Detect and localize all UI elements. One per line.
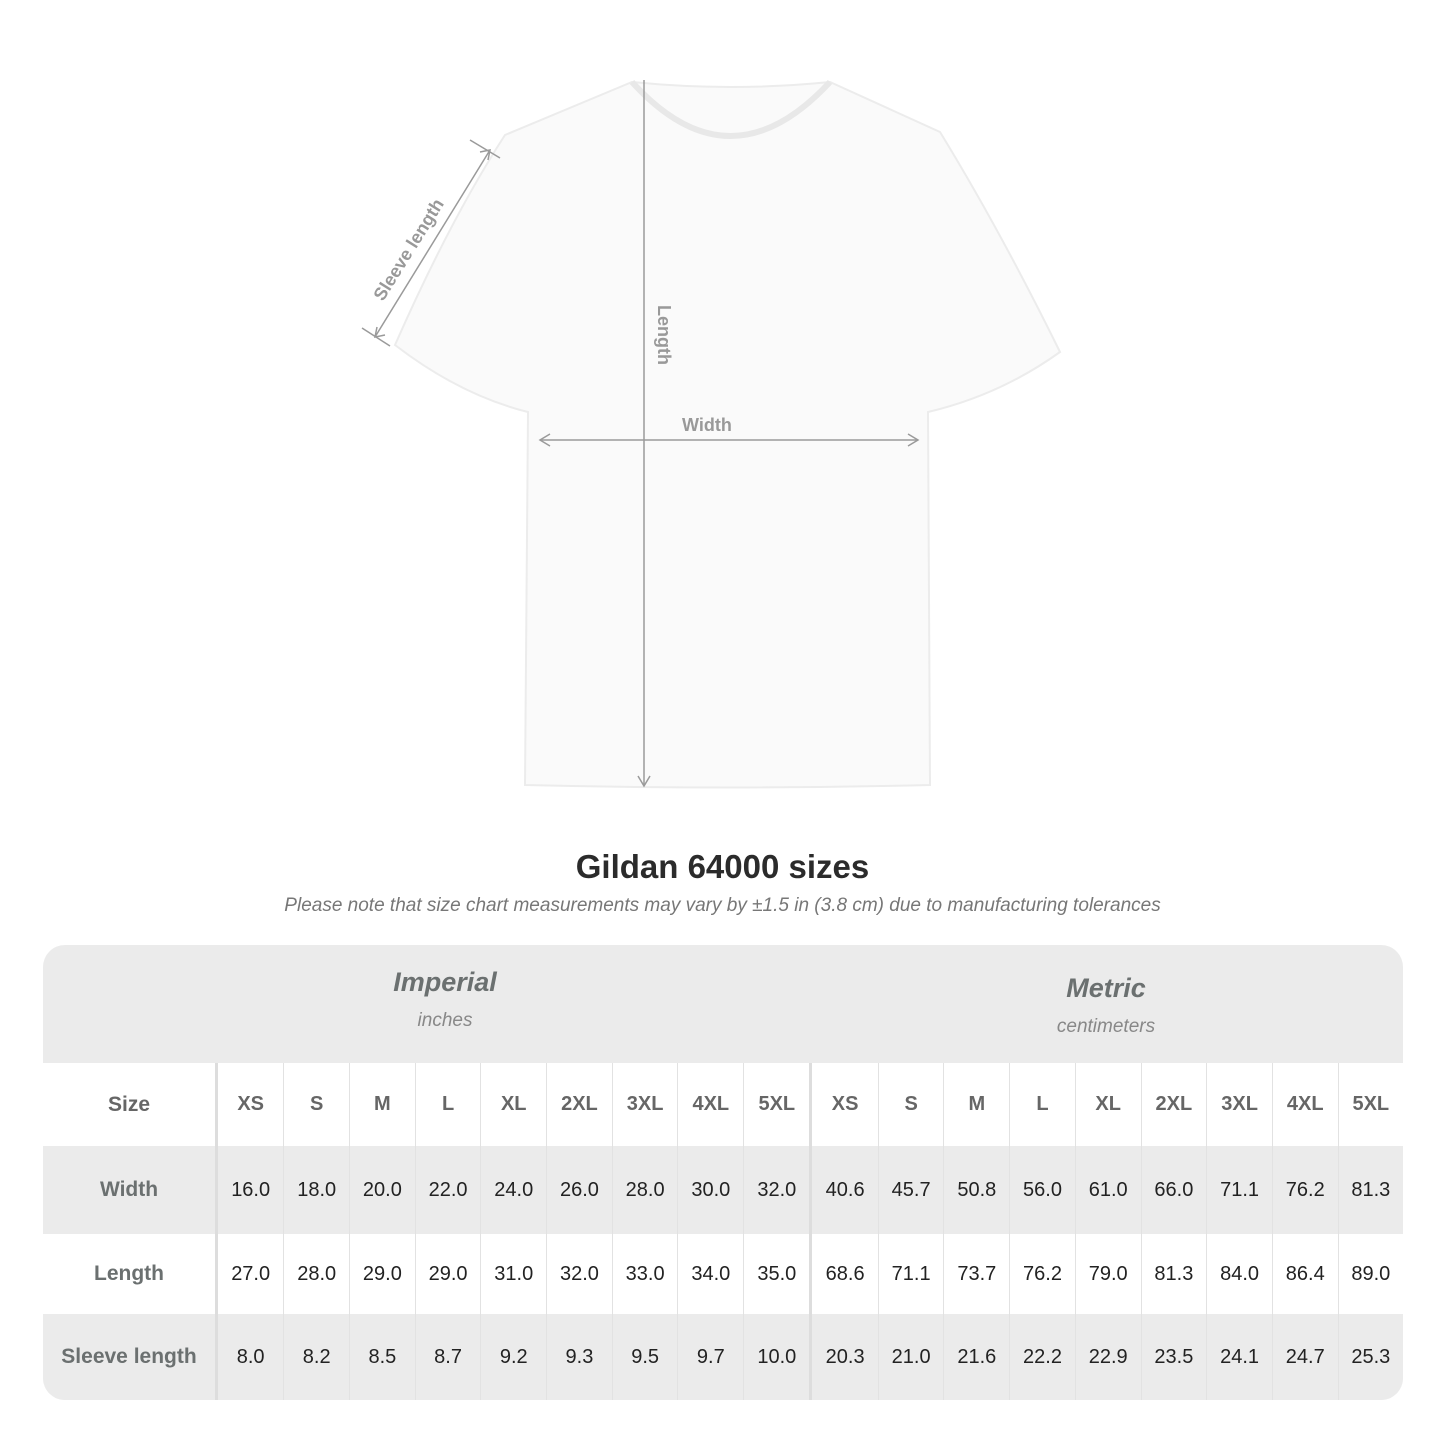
imperial-value: 8.7 (414, 1314, 481, 1400)
row-label: Length (43, 1234, 218, 1314)
metric-value: 81.3 (1337, 1146, 1403, 1234)
imperial-value: 9.2 (480, 1314, 547, 1400)
metric-size-xs: XS (809, 1063, 879, 1146)
imperial-value: 9.7 (677, 1314, 744, 1400)
metric-value: 66.0 (1140, 1146, 1207, 1234)
imperial-value: 34.0 (677, 1234, 744, 1314)
metric-value: 79.0 (1074, 1234, 1142, 1314)
size-table: Imperial inches Metric centimeters Size X… (43, 945, 1403, 1400)
table-row: Length 27.0 28.0 29.0 29.0 31.0 32.0 33.0 34.0 35… (43, 1234, 1403, 1314)
metric-value: 21.0 (877, 1314, 944, 1400)
imperial-value: 33.0 (611, 1234, 678, 1314)
metric-value: 71.1 (1206, 1146, 1273, 1234)
imperial-size-2xl: 2XL (546, 1063, 613, 1146)
imperial-size-m: M (349, 1063, 416, 1146)
imperial-unit: inches (417, 1010, 473, 1031)
tshirt-diagram: Sleeve length Length Width (361, 79, 1062, 789)
metric-value: 50.8 (943, 1146, 1010, 1234)
imperial-size-xl: XL (480, 1063, 547, 1146)
imperial-value: 28.0 (283, 1234, 350, 1314)
metric-size-3xl: 3XL (1206, 1063, 1273, 1146)
width-label: Width (682, 415, 732, 435)
table-row: Width 16.0 18.0 20.0 22.0 24.0 26.0 28.0 30.0 32.… (43, 1146, 1403, 1234)
metric-value: 24.1 (1206, 1314, 1273, 1400)
metric-value: 22.9 (1074, 1314, 1142, 1400)
metric-value: 61.0 (1074, 1146, 1142, 1234)
imperial-value: 16.0 (215, 1146, 284, 1234)
size-label: Size (43, 1063, 218, 1146)
metric-value: 89.0 (1337, 1234, 1403, 1314)
metric-value: 45.7 (877, 1146, 944, 1234)
imperial-size-5xl: 5XL (743, 1063, 811, 1146)
imperial-value: 8.5 (349, 1314, 416, 1400)
imperial-header: Imperial inches (215, 967, 675, 1032)
size-header-row: Size XS S M L XL 2XL 3XL 4XL 5XL XS S M L XL 2XL 3XL 4XL 5… (43, 1063, 1403, 1146)
imperial-title: Imperial (393, 967, 497, 997)
metric-title: Metric (1066, 973, 1146, 1003)
metric-value: 24.7 (1271, 1314, 1339, 1400)
imperial-value: 10.0 (743, 1314, 811, 1400)
imperial-value: 9.3 (546, 1314, 613, 1400)
imperial-size-4xl: 4XL (677, 1063, 744, 1146)
length-label: Length (654, 305, 674, 365)
metric-size-xl: XL (1074, 1063, 1142, 1146)
metric-size-5xl: 5XL (1337, 1063, 1403, 1146)
imperial-value: 27.0 (215, 1234, 284, 1314)
imperial-value: 8.2 (283, 1314, 350, 1400)
imperial-value: 35.0 (743, 1234, 811, 1314)
tshirt-collar (629, 79, 833, 139)
imperial-value: 20.0 (349, 1146, 416, 1234)
imperial-value: 18.0 (283, 1146, 350, 1234)
imperial-value: 22.0 (414, 1146, 481, 1234)
imperial-value: 29.0 (414, 1234, 481, 1314)
metric-size-s: S (877, 1063, 944, 1146)
imperial-size-3xl: 3XL (611, 1063, 678, 1146)
imperial-value: 28.0 (611, 1146, 678, 1234)
metric-value: 23.5 (1140, 1314, 1207, 1400)
imperial-value: 30.0 (677, 1146, 744, 1234)
tolerance-note: Please note that size chart measurements… (284, 895, 1161, 916)
metric-value: 56.0 (1009, 1146, 1076, 1234)
table-row: Sleeve length 8.0 8.2 8.5 8.7 9.2 9.3 9.5 9.7 10.… (43, 1314, 1403, 1400)
sleeve-arrow (374, 149, 491, 338)
imperial-size-s: S (283, 1063, 350, 1146)
metric-size-2xl: 2XL (1140, 1063, 1207, 1146)
imperial-value: 9.5 (611, 1314, 678, 1400)
metric-value: 40.6 (809, 1146, 879, 1234)
imperial-value: 32.0 (743, 1146, 811, 1234)
page-title: Gildan 64000 sizes (575, 848, 870, 885)
tshirt-shape (393, 80, 1062, 789)
imperial-value: 26.0 (546, 1146, 613, 1234)
metric-size-l: L (1009, 1063, 1076, 1146)
metric-value: 21.6 (943, 1314, 1010, 1400)
imperial-size-xs: XS (215, 1063, 284, 1146)
metric-value: 22.2 (1009, 1314, 1076, 1400)
size-grid: Size XS S M L XL 2XL 3XL 4XL 5XL XS S M L XL 2XL 3XL 4XL 5… (43, 1063, 1403, 1400)
metric-unit: centimeters (1056, 1016, 1156, 1037)
metric-value: 76.2 (1271, 1146, 1339, 1234)
imperial-size-l: L (414, 1063, 481, 1146)
metric-value: 71.1 (877, 1234, 944, 1314)
metric-value: 81.3 (1140, 1234, 1207, 1314)
row-label: Width (43, 1146, 218, 1234)
metric-size-4xl: 4XL (1271, 1063, 1339, 1146)
imperial-value: 8.0 (215, 1314, 284, 1400)
imperial-value: 31.0 (480, 1234, 547, 1314)
metric-header: Metric centimeters (809, 973, 1403, 1038)
imperial-value: 32.0 (546, 1234, 613, 1314)
metric-value: 25.3 (1337, 1314, 1403, 1400)
metric-value: 20.3 (809, 1314, 879, 1400)
metric-value: 86.4 (1271, 1234, 1339, 1314)
metric-value: 84.0 (1206, 1234, 1273, 1314)
row-label: Sleeve length (43, 1314, 218, 1400)
metric-value: 68.6 (809, 1234, 879, 1314)
metric-value: 76.2 (1009, 1234, 1076, 1314)
metric-value: 73.7 (943, 1234, 1010, 1314)
imperial-value: 29.0 (349, 1234, 416, 1314)
metric-size-m: M (943, 1063, 1010, 1146)
imperial-value: 24.0 (480, 1146, 547, 1234)
